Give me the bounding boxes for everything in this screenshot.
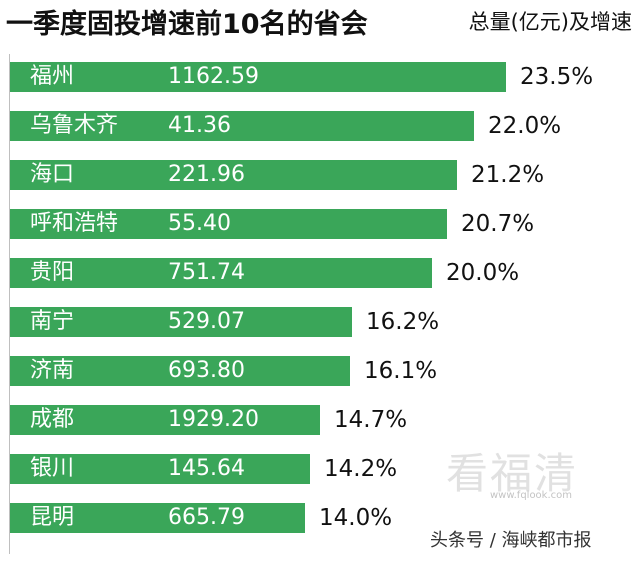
chart-subtitle: 总量(亿元)及增速: [468, 10, 632, 34]
bar-row: 乌鲁木齐 41.36 22.0%: [0, 111, 640, 141]
investment-amount: 751.74: [168, 260, 245, 285]
bar-row: 成都 1929.20 14.7%: [0, 405, 640, 435]
investment-amount: 55.40: [168, 211, 231, 236]
investment-amount: 41.36: [168, 113, 231, 138]
growth-rate-label: 22.0%: [488, 113, 562, 139]
growth-rate-label: 14.0%: [319, 505, 393, 531]
bar: 福州 1162.59: [10, 62, 506, 92]
bar-row: 海口 221.96 21.2%: [0, 160, 640, 190]
category-axis-line: [9, 54, 10, 554]
bar-row: 银川 145.64 14.2%: [0, 454, 640, 484]
city-label: 贵阳: [30, 260, 75, 285]
bar-row: 昆明 665.79 14.0%: [0, 503, 640, 533]
bar-row: 呼和浩特 55.40 20.7%: [0, 209, 640, 239]
city-label: 海口: [30, 162, 75, 187]
bar: 海口 221.96: [10, 160, 457, 190]
bar: 贵阳 751.74: [10, 258, 432, 288]
growth-rate-label: 20.0%: [446, 260, 520, 286]
investment-amount: 693.80: [168, 358, 245, 383]
city-label: 福州: [30, 64, 75, 89]
city-label: 济南: [30, 358, 75, 383]
investment-amount: 529.07: [168, 309, 245, 334]
growth-rate-label: 14.7%: [334, 407, 408, 433]
city-label: 昆明: [30, 505, 75, 530]
growth-rate-label: 16.2%: [366, 309, 440, 335]
investment-amount: 221.96: [168, 162, 245, 187]
growth-rate-label: 23.5%: [520, 64, 594, 90]
bar-row: 福州 1162.59 23.5%: [0, 62, 640, 92]
bar-row: 济南 693.80 16.1%: [0, 356, 640, 386]
bar: 乌鲁木齐 41.36: [10, 111, 474, 141]
bar: 银川 145.64: [10, 454, 310, 484]
chart-header: 一季度固投增速前10名的省会 总量(亿元)及增速: [0, 0, 640, 44]
chart-title: 一季度固投增速前10名的省会: [6, 9, 368, 40]
bar: 呼和浩特 55.40: [10, 209, 447, 239]
bar: 成都 1929.20: [10, 405, 320, 435]
growth-rate-label: 14.2%: [324, 456, 398, 482]
growth-rate-label: 16.1%: [364, 358, 438, 384]
investment-amount: 1929.20: [168, 407, 259, 432]
investment-amount: 145.64: [168, 456, 245, 481]
bar-chart: 福州 1162.59 23.5% 乌鲁木齐 41.36 22.0% 海口 221.96 21.2…: [0, 44, 640, 554]
investment-amount: 1162.59: [168, 64, 259, 89]
bar: 济南 693.80: [10, 356, 350, 386]
city-label: 南宁: [30, 309, 75, 334]
investment-amount: 665.79: [168, 505, 245, 530]
bar: 南宁 529.07: [10, 307, 352, 337]
bar: 昆明 665.79: [10, 503, 305, 533]
growth-rate-label: 21.2%: [471, 162, 545, 188]
city-label: 乌鲁木齐: [30, 113, 119, 138]
bar-row: 南宁 529.07 16.2%: [0, 307, 640, 337]
bar-row: 贵阳 751.74 20.0%: [0, 258, 640, 288]
city-label: 成都: [30, 407, 75, 432]
city-label: 呼和浩特: [30, 211, 119, 236]
growth-rate-label: 20.7%: [461, 211, 535, 237]
city-label: 银川: [30, 456, 75, 481]
